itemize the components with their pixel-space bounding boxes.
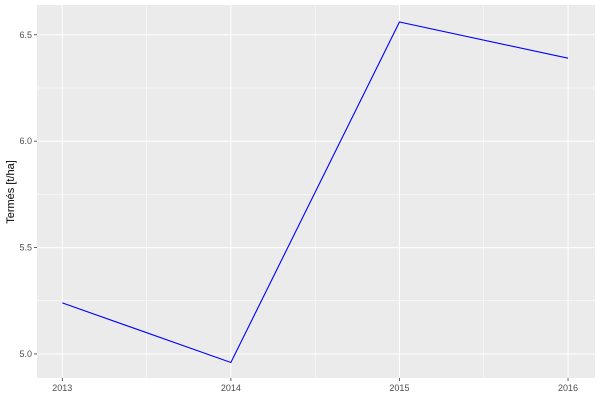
y-tick-label: 5.0 [19,349,32,359]
y-axis-label: Termés [t/ha] [5,160,17,224]
y-tick-label: 5.5 [19,243,32,253]
axis-ticks: 5.0 5.5 6.0 6.5 2013 2014 2015 2016 [19,30,578,393]
gridlines [37,5,595,378]
y-tick-label: 6.0 [19,136,32,146]
x-tick-label: 2013 [52,383,72,393]
y-tick-label: 6.5 [19,30,32,40]
series-line [62,21,569,364]
x-tick-label: 2016 [558,383,578,393]
x-tick-label: 2015 [389,383,409,393]
x-tick-label: 2014 [221,383,241,393]
